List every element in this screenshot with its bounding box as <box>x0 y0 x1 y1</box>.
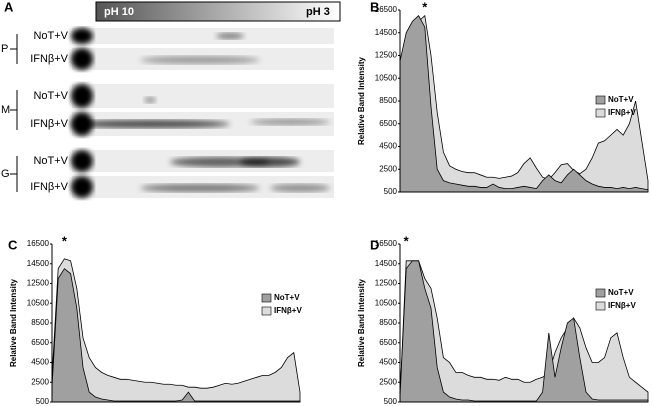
area <box>51 268 301 403</box>
y-tick-label: 10500 <box>375 298 398 307</box>
ph-right: pH 3 <box>306 6 330 18</box>
axes <box>399 244 648 403</box>
legend-swatch <box>595 95 606 105</box>
axes <box>51 244 300 403</box>
area <box>51 258 301 403</box>
panel-letter: D <box>370 237 379 252</box>
annotation: * <box>422 0 428 14</box>
lane-label: NoT+V <box>33 90 68 102</box>
y-axis-title: Relative Band Intensity <box>357 56 366 145</box>
y-tick-label: 6500 <box>379 119 397 128</box>
y-tick-label: 6500 <box>31 338 49 347</box>
legend-swatch <box>261 306 272 316</box>
legend-label: NoT+V <box>608 95 634 104</box>
spot <box>144 97 156 103</box>
y-tick-label: 500 <box>384 397 398 406</box>
lane-label: NoT+V <box>33 30 68 42</box>
lane-label: IFNβ+V <box>30 181 68 193</box>
gel-panel: A pH 10 pH 3 P NoT+V IFNβ+V M NoT+V IFNβ+V G No… <box>1 0 341 198</box>
lane-label: NoT+V <box>33 155 68 167</box>
y-tick-label: 16500 <box>375 239 398 248</box>
area <box>399 260 649 403</box>
group-label: G <box>1 168 10 180</box>
y-tick-label: 4500 <box>31 358 49 367</box>
spot <box>71 150 93 172</box>
spot <box>71 28 93 44</box>
y-tick-label: 16500 <box>27 239 50 248</box>
spot <box>71 176 93 198</box>
y-tick-label: 8500 <box>379 318 397 327</box>
legend-label: NoT+V <box>608 288 634 297</box>
spot <box>70 120 230 128</box>
legend-label: IFNβ+V <box>274 306 302 315</box>
y-tick-label: 6500 <box>379 338 397 347</box>
lane-label: IFNβ+V <box>30 53 68 65</box>
y-tick-label: 14500 <box>27 259 50 268</box>
y-tick-label: 4500 <box>379 358 397 367</box>
y-axis-title: Relative Band Intensity <box>9 278 18 367</box>
group-bracket <box>10 90 18 130</box>
y-tick-label: 14500 <box>375 28 398 37</box>
axes <box>399 10 648 193</box>
annotation: * <box>62 233 68 248</box>
group-label: M <box>1 104 10 116</box>
ph-gradient <box>95 1 341 22</box>
gel-lane <box>72 28 334 44</box>
spot <box>71 84 93 108</box>
y-tick-label: 10500 <box>375 73 398 82</box>
legend-label: IFNβ+V <box>608 301 636 310</box>
spot <box>71 48 93 70</box>
area <box>399 15 649 193</box>
y-tick-label: 12500 <box>375 51 398 60</box>
spot <box>240 157 300 167</box>
ph-left: pH 10 <box>104 6 134 18</box>
y-tick-label: 14500 <box>375 259 398 268</box>
group-bracket <box>10 156 18 192</box>
spot <box>250 119 330 125</box>
y-tick-label: 500 <box>384 187 398 196</box>
legend-swatch <box>595 108 606 118</box>
lane-label: IFNβ+V <box>30 118 68 130</box>
y-tick-label: 2500 <box>31 377 49 386</box>
y-tick-label: 4500 <box>379 142 397 151</box>
legend-swatch <box>261 293 272 303</box>
y-tick-label: 12500 <box>27 279 50 288</box>
spot <box>270 184 330 192</box>
panel-letter: A <box>4 0 14 14</box>
group-bracket <box>10 34 18 64</box>
legend-swatch <box>595 288 606 298</box>
gel-lane <box>72 84 334 108</box>
y-tick-label: 12500 <box>375 279 398 288</box>
panel-letter: C <box>8 237 18 252</box>
panel-letter: B <box>370 0 379 14</box>
annotation: * <box>404 233 410 248</box>
legend-label: NoT+V <box>274 293 300 302</box>
y-tick-label: 500 <box>36 397 50 406</box>
legend-label: IFNβ+V <box>608 108 636 117</box>
y-tick-label: 10500 <box>27 298 50 307</box>
y-axis-title: Relative Band Intensity <box>357 278 366 367</box>
spot <box>216 33 244 39</box>
y-tick-label: 2500 <box>379 164 397 173</box>
y-tick-label: 8500 <box>379 96 397 105</box>
y-tick-label: 16500 <box>375 5 398 14</box>
spot <box>140 56 260 64</box>
legend-swatch <box>595 301 606 311</box>
y-tick-label: 8500 <box>31 318 49 327</box>
spot <box>140 184 260 192</box>
group-label: P <box>1 43 8 55</box>
y-tick-label: 2500 <box>379 377 397 386</box>
area <box>399 260 649 403</box>
